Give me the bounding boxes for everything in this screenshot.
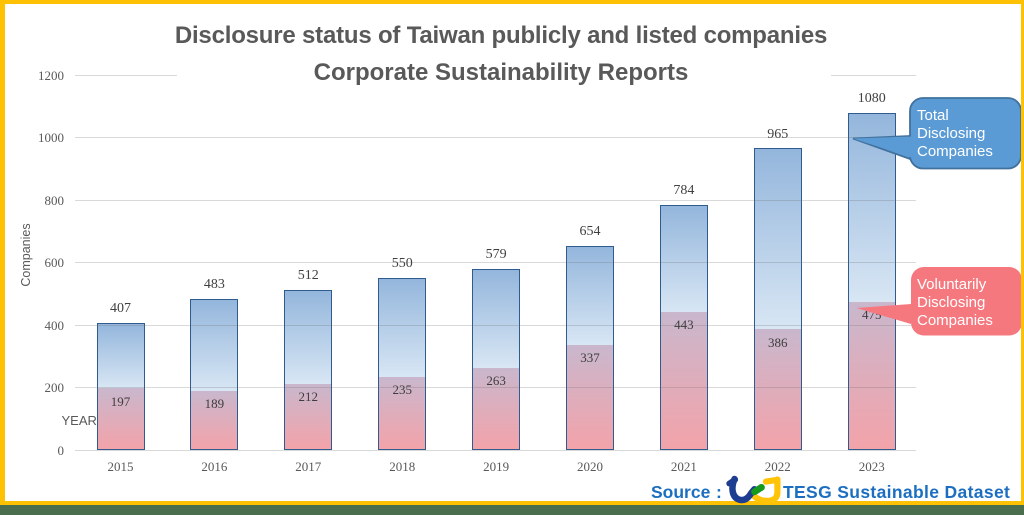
svg-text:Companies: Companies [917,312,993,329]
svg-text:Disclosing: Disclosing [917,125,985,142]
svg-text:Total: Total [917,107,949,124]
svg-text:Companies: Companies [917,143,993,160]
svg-text:Disclosing: Disclosing [917,294,985,311]
svg-text:Voluntarily: Voluntarily [917,276,987,293]
